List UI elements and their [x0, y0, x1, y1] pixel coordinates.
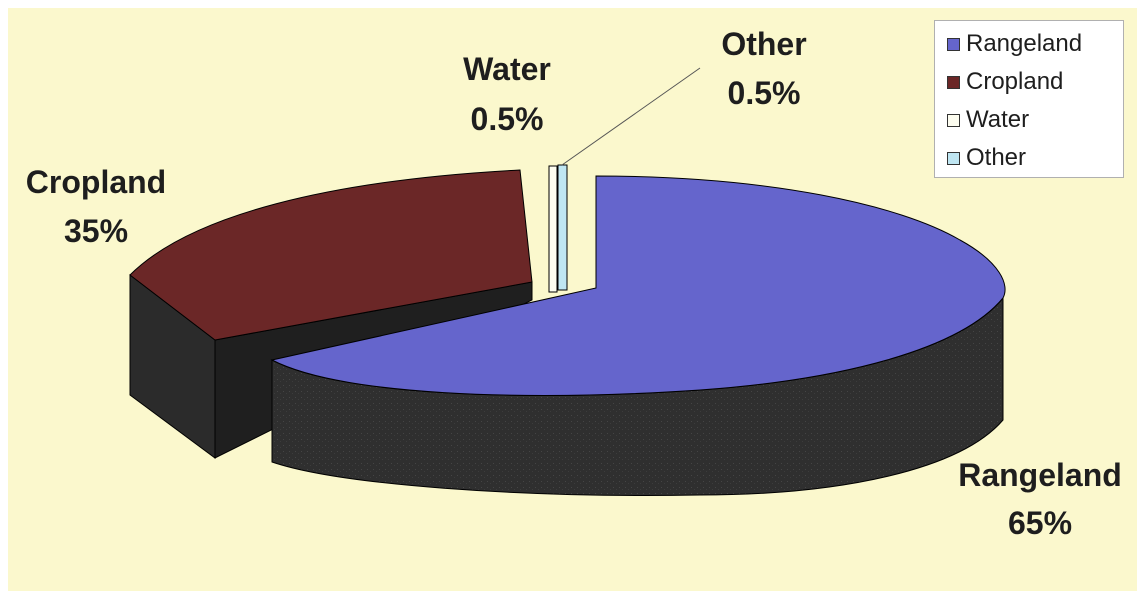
legend-item-cropland: Cropland [947, 67, 1063, 97]
legend-item-other: Other [947, 143, 1026, 173]
legend-item-rangeland: Rangeland [947, 29, 1082, 59]
cropland-swatch [947, 75, 960, 89]
water-name-label: Water [463, 51, 551, 87]
rangeland-swatch [947, 37, 960, 51]
chart-legend: Rangeland Cropland Water Other [934, 20, 1124, 178]
legend-item-water: Water [947, 105, 1029, 135]
rangeland-name-label: Rangeland [958, 457, 1122, 493]
other-percent-label: 0.5% [728, 75, 801, 111]
cropland-percent-label: 35% [64, 213, 128, 249]
legend-label-other: Other [966, 144, 1027, 171]
water-swatch [947, 113, 960, 127]
cropland-slice [129, 169, 533, 341]
cropland-name-label: Cropland [26, 164, 166, 200]
other-swatch [947, 151, 960, 165]
other-slice [557, 164, 568, 291]
water-slice [548, 165, 558, 293]
legend-label-water: Water [966, 106, 1030, 133]
water-percent-label: 0.5% [471, 101, 544, 137]
legend-label-rangeland: Rangeland [966, 30, 1083, 57]
rangeland-percent-label: 65% [1008, 505, 1072, 541]
other-leader-line [561, 67, 701, 166]
legend-label-cropland: Cropland [966, 68, 1064, 95]
rangeland-slice [270, 175, 1006, 396]
other-name-label: Other [721, 26, 806, 62]
